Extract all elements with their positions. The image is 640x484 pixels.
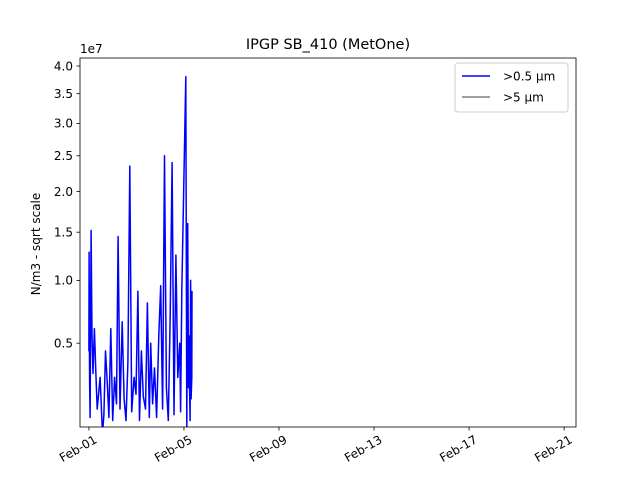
- data-point: [96, 408, 98, 410]
- data-point: [144, 408, 147, 410]
- y-tick-label: 2.0: [54, 185, 73, 199]
- data-point: [160, 285, 162, 287]
- data-point: [191, 376, 193, 378]
- data-point: [121, 321, 123, 323]
- legend-label-1: >5 µm: [503, 91, 544, 105]
- data-point: [188, 335, 190, 337]
- data-point: [190, 398, 192, 400]
- legend: >0.5 µm >5 µm: [454, 62, 569, 113]
- chart-title: IPGP SB_410 (MetOne): [246, 37, 410, 53]
- data-point: [119, 408, 121, 410]
- data-point: [117, 236, 119, 238]
- data-point: [95, 371, 97, 373]
- data-point: [99, 376, 101, 378]
- data-point: [125, 419, 127, 422]
- data-point: [150, 342, 152, 344]
- data-point: [92, 372, 94, 375]
- data-point: [148, 416, 150, 419]
- data-point: [110, 328, 112, 330]
- data-point: [106, 384, 108, 387]
- data-point: [88, 350, 90, 352]
- data-point: [91, 335, 93, 337]
- data-point: [137, 290, 139, 292]
- data-point: [169, 314, 171, 316]
- y-tick-label: 2.5: [54, 149, 73, 163]
- data-point: [127, 362, 129, 364]
- y-tick-label: 3.5: [54, 87, 73, 101]
- data-point: [98, 393, 100, 395]
- data-point: [89, 416, 91, 419]
- series-layer: [88, 76, 193, 427]
- data-point: [133, 376, 135, 378]
- data-point: [123, 398, 125, 400]
- data-point: [181, 290, 183, 292]
- data-point: [180, 411, 182, 413]
- data-point: [131, 411, 133, 413]
- data-point: [173, 414, 175, 416]
- y-tick-label: 0.5: [54, 336, 73, 350]
- data-point: [177, 376, 179, 378]
- data-point: [140, 350, 142, 352]
- data-point: [165, 387, 167, 389]
- data-point: [187, 223, 189, 225]
- data-point: [115, 403, 118, 405]
- data-point: [156, 416, 158, 419]
- data-point: [158, 335, 160, 337]
- plot-frame: [79, 57, 577, 428]
- y-tick-label: 3.0: [54, 117, 73, 131]
- y-axis-label: N/m3 - sqrt scale: [29, 193, 43, 296]
- data-point: [162, 408, 164, 410]
- data-point: [187, 387, 190, 389]
- y-tick-label: 1.0: [54, 274, 73, 288]
- data-point: [138, 419, 141, 422]
- data-point: [114, 376, 116, 378]
- data-point: [135, 393, 137, 395]
- data-point: [88, 251, 90, 253]
- data-point: [189, 419, 191, 422]
- data-point: [104, 350, 107, 352]
- y-multiplier-label: 1e7: [80, 42, 103, 56]
- data-point: [185, 76, 187, 78]
- data-point: [129, 165, 131, 167]
- data-point: [146, 302, 148, 304]
- y-tick-label: 1.5: [54, 225, 73, 239]
- y-tick-label: 4.0: [54, 59, 73, 73]
- data-point: [167, 419, 169, 422]
- data-point: [112, 419, 114, 422]
- data-point: [191, 290, 193, 292]
- data-point: [93, 328, 95, 330]
- data-point: [171, 162, 173, 164]
- data-point: [89, 380, 91, 382]
- data-point: [153, 367, 156, 369]
- data-point: [188, 376, 190, 378]
- data-point: [152, 403, 154, 405]
- data-point: [190, 279, 192, 281]
- data-point: [142, 395, 144, 398]
- data-point: [179, 342, 181, 344]
- legend-label-0: >0.5 µm: [503, 70, 555, 84]
- data-point: [103, 414, 105, 416]
- series-0: [88, 76, 193, 427]
- data-point: [108, 416, 110, 419]
- data-point: [163, 155, 166, 157]
- data-point: [175, 254, 177, 256]
- data-point: [90, 229, 92, 232]
